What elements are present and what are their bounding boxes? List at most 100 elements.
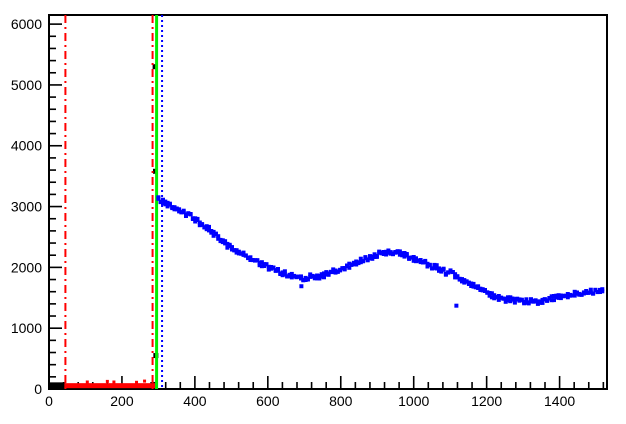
data-point [542, 297, 547, 302]
data-point [202, 225, 207, 230]
data-point [411, 255, 416, 259]
data-point [188, 212, 193, 217]
data-point [197, 220, 202, 225]
data-point [420, 259, 425, 264]
data-point [400, 253, 405, 258]
data-point [230, 245, 234, 250]
data-point [333, 268, 338, 273]
data-point [347, 265, 352, 270]
data-point [457, 276, 462, 281]
data-point [349, 262, 354, 267]
data-point [280, 270, 285, 275]
data-point [165, 200, 170, 205]
data-point [243, 253, 248, 258]
data-point [425, 261, 430, 266]
data-point [361, 259, 366, 264]
y-tick-label: 6000 [11, 16, 42, 32]
data-point [220, 240, 225, 245]
data-point [570, 293, 575, 298]
data-point [331, 267, 336, 272]
data-point [409, 255, 414, 260]
data-point [167, 202, 172, 207]
data-point [529, 297, 533, 302]
data-point [266, 264, 271, 269]
data-point [177, 209, 182, 214]
data-point [586, 290, 591, 295]
data-point [508, 295, 513, 300]
data-point [161, 197, 165, 202]
data-point [492, 296, 497, 301]
data-point [340, 266, 345, 271]
data-point [556, 293, 561, 298]
data-point [250, 258, 255, 262]
data-point [172, 207, 177, 212]
data-point [402, 254, 407, 259]
data-point [494, 295, 499, 300]
data-point [255, 258, 260, 263]
data-point [239, 251, 244, 256]
data-point [216, 236, 221, 241]
data-point [386, 248, 391, 253]
data-point [432, 265, 437, 270]
data-point [549, 294, 554, 299]
data-point [377, 250, 382, 255]
data-point [227, 244, 232, 249]
data-point [326, 272, 331, 277]
data-point [289, 275, 294, 280]
data-point [515, 297, 520, 302]
data-point [476, 286, 481, 290]
data-point [533, 298, 538, 303]
red-baseline-segment-marker [143, 379, 147, 383]
data-point [485, 290, 490, 295]
data-point [204, 227, 209, 232]
data-point [257, 263, 262, 268]
data-point [448, 268, 453, 273]
data-point [374, 253, 379, 258]
data-point [234, 250, 239, 255]
data-point [540, 297, 545, 302]
data-point [282, 269, 287, 274]
data-point [414, 256, 418, 261]
x-tick-label: 1000 [398, 393, 429, 409]
data-point [324, 270, 329, 275]
data-point [230, 247, 234, 252]
data-point [319, 272, 324, 277]
data-point [299, 276, 303, 281]
data-point [253, 258, 257, 263]
data-point [218, 237, 223, 242]
data-point [437, 266, 441, 271]
data-point [588, 287, 593, 292]
data-point [368, 254, 372, 259]
data-point [552, 298, 556, 303]
data-point [565, 295, 570, 300]
data-point [225, 241, 230, 246]
data-point [455, 274, 460, 279]
data-point [531, 299, 536, 304]
data-point [598, 287, 602, 292]
data-point [600, 287, 605, 292]
data-point [264, 262, 269, 267]
data-point [411, 258, 416, 263]
data-point [535, 299, 540, 304]
data-point [556, 295, 561, 300]
data-point [317, 273, 322, 278]
data-point [588, 290, 593, 295]
data-point [179, 210, 184, 215]
data-point [391, 251, 395, 256]
data-point [568, 292, 573, 297]
data-point [354, 262, 359, 267]
data-point [172, 205, 177, 210]
data-point [305, 276, 310, 281]
data-point [280, 273, 285, 278]
data-point [209, 229, 214, 233]
data-point [204, 224, 209, 229]
data-point [526, 301, 531, 306]
data-point [282, 272, 287, 277]
data-point [510, 296, 515, 301]
data-point [345, 263, 349, 268]
data-point [308, 272, 313, 277]
data-point [519, 297, 524, 302]
data-point [287, 272, 292, 277]
data-point [462, 280, 467, 285]
